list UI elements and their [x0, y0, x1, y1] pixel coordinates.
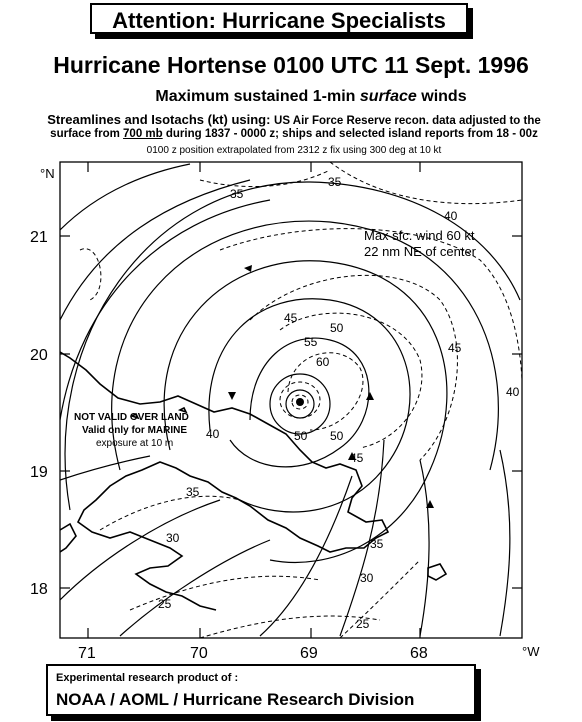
isotach-label: 45: [448, 341, 462, 355]
cuba-hispaniola-coast: [60, 351, 390, 611]
isotach: [219, 228, 522, 381]
isotach-label: 30: [360, 571, 374, 585]
streamline: [499, 449, 511, 637]
isotach-label: 45: [350, 451, 364, 465]
isotach-label: 45: [284, 311, 298, 325]
lon-tick-71: 71: [78, 645, 96, 662]
land-warning-3: exposure at 10 m: [96, 438, 173, 449]
streamline: [259, 475, 353, 637]
streamline: [60, 199, 271, 421]
isotach: [339, 559, 421, 638]
land-warning-1: NOT VALID OVER LAND: [74, 412, 189, 423]
subtitle-italic: surface: [359, 88, 417, 105]
isotachs: [79, 162, 522, 638]
isotach: [279, 381, 321, 419]
isotach-label: 35: [370, 537, 384, 551]
lon-tick-69: 69: [300, 645, 318, 662]
page-title: Hurricane Hortense 0100 UTC 11 Sept. 199…: [53, 52, 529, 78]
isotach: [249, 274, 458, 461]
streamline: [119, 539, 271, 637]
isotach-label: 35: [186, 485, 200, 499]
max-wind-line-1: Max sfc. wind 60 kt: [364, 228, 475, 243]
isotach-label: 40: [444, 209, 458, 223]
isotach: [99, 495, 241, 531]
isotach: [199, 615, 381, 638]
isotach-label: 50: [330, 429, 344, 443]
isotach-label: 30: [166, 531, 180, 545]
isotach-label: 60: [316, 355, 330, 369]
credit-line-2: NOAA / AOML / Hurricane Research Divisio…: [56, 690, 415, 709]
banner-text: Attention: Hurricane Specialists: [112, 8, 446, 33]
streamline: [419, 459, 430, 637]
arrow: [348, 452, 356, 460]
streamline: [111, 220, 499, 471]
wind-arrows: [228, 265, 434, 508]
streamline: [208, 298, 411, 513]
note-line1-rest: US Air Force Reserve recon. data adjuste…: [274, 115, 541, 127]
streamline: [229, 337, 370, 468]
isotach: [329, 162, 522, 205]
isotach-label: 35: [230, 187, 244, 201]
isotach-label: 50: [330, 321, 344, 335]
isotach: [279, 312, 423, 449]
credit-box: Experimental research product of : NOAA …: [46, 664, 476, 716]
western-islands: [60, 522, 77, 553]
storm-center: [296, 398, 304, 406]
isotach-label: 40: [506, 385, 520, 399]
lon-tick-68: 68: [410, 645, 428, 662]
isotach-label: 35: [328, 175, 342, 189]
streamline: [339, 439, 385, 637]
credit-line-1: Experimental research product of :: [56, 672, 239, 684]
arrow: [366, 392, 374, 400]
isotach-label: 25: [158, 597, 172, 611]
isotach: [291, 394, 309, 410]
data-source-note-3: 0100 z position extrapolated from 2312 z…: [146, 145, 442, 156]
note-line1-bold: Streamlines and Isotachs (kt) using:: [47, 112, 275, 127]
lat-tick-19: 19: [30, 464, 48, 481]
isotach: [199, 169, 331, 188]
arrow: [426, 500, 434, 508]
data-source-note-1: Streamlines and Isotachs (kt) using: US …: [6, 112, 582, 127]
subtitle-suffix: winds: [416, 88, 467, 105]
land-warning-2: Valid only for MARINE: [82, 425, 187, 436]
subtitle-prefix: Maximum sustained 1-min: [155, 88, 360, 105]
isotach-label: 25: [356, 617, 370, 631]
ticks: [60, 162, 522, 638]
map-frame: [59, 161, 523, 639]
streamline: [60, 455, 151, 481]
attention-banner: Attention: Hurricane Specialists: [90, 3, 468, 34]
note-line2-b: during 1837 - 0000 z; ships and selected…: [162, 128, 538, 140]
note-line2-underlined: 700 mb: [123, 128, 163, 140]
streamline: [285, 389, 315, 419]
arrow: [244, 265, 252, 272]
lat-tick-18: 18: [30, 581, 48, 598]
cay-2: [177, 406, 188, 414]
small-island: [427, 563, 448, 581]
lon-tick-70: 70: [190, 645, 208, 662]
subtitle: Maximum sustained 1-min surface winds: [0, 88, 582, 106]
arrow: [228, 392, 236, 400]
isotach: [79, 248, 102, 301]
isotach: [287, 352, 364, 431]
note-line2-a: surface from: [50, 128, 124, 140]
streamline: [269, 373, 331, 435]
data-source-note-2: surface from 700 mb during 1837 - 0000 z…: [6, 128, 582, 140]
streamlines: [60, 163, 521, 637]
isotach-label: 55: [304, 335, 318, 349]
streamline: [60, 163, 191, 231]
streamline: [60, 499, 221, 601]
isotach-labels: 35 35 40 45 45 50 55 60 50 50 45 40 35 3…: [158, 175, 520, 631]
cay-1: [129, 412, 140, 420]
lat-tick-21: 21: [30, 229, 48, 246]
streamline: [163, 260, 448, 564]
max-wind-line-2: 22 nm NE of center: [364, 244, 477, 259]
lat-tick-20: 20: [30, 347, 48, 364]
lon-unit-label: °W: [522, 644, 540, 659]
lat-unit-label: °N: [40, 166, 55, 181]
streamline: [64, 181, 521, 511]
streamline: [60, 179, 251, 321]
isotach-label: 50: [294, 429, 308, 443]
isotach-label: 40: [206, 427, 220, 441]
